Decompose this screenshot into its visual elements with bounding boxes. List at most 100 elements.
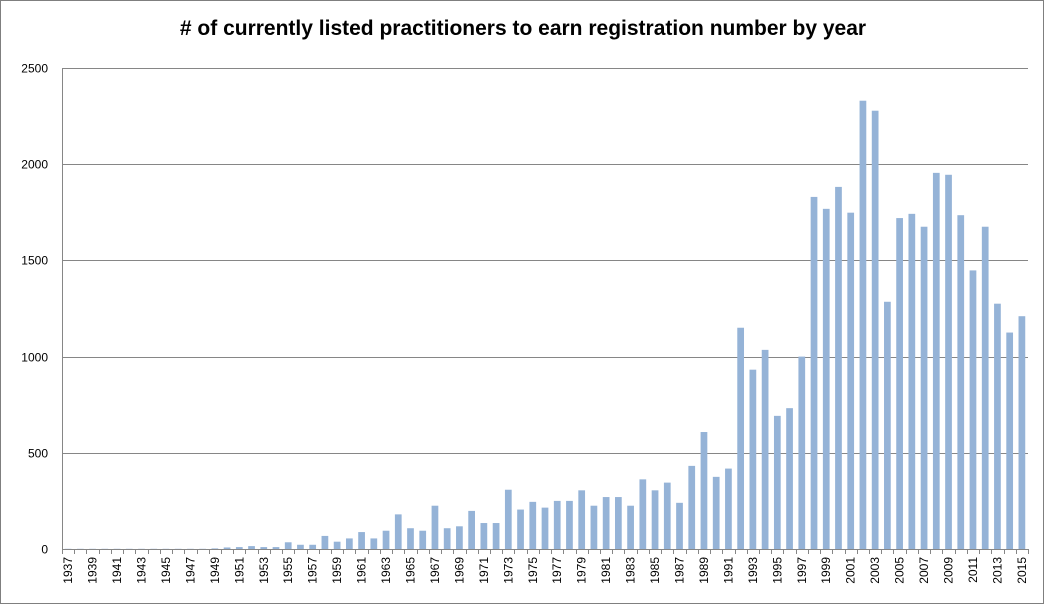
bar-1991 xyxy=(725,469,732,549)
bar-2010 xyxy=(957,215,964,549)
bar-1980 xyxy=(591,506,598,549)
bar-1960 xyxy=(346,538,353,549)
x-tick-label: 1969 xyxy=(452,557,466,584)
bar-1981 xyxy=(603,497,610,549)
bar-2006 xyxy=(908,214,915,549)
bar-1951 xyxy=(236,547,243,549)
bar-1993 xyxy=(750,370,757,549)
bar-1969 xyxy=(456,526,463,549)
bar-1998 xyxy=(811,197,818,549)
bar-1950 xyxy=(224,547,231,549)
bar-chart: 0500100015002000250019371939194119431945… xyxy=(1,1,1043,603)
bar-1962 xyxy=(370,538,377,549)
x-tick-label: 1943 xyxy=(135,557,149,584)
bar-1987 xyxy=(676,503,683,549)
bar-1994 xyxy=(762,350,769,549)
x-tick-label: 1941 xyxy=(110,557,124,584)
x-tick-label: 1987 xyxy=(673,557,687,584)
bar-1968 xyxy=(444,528,451,549)
x-tick-label: 2007 xyxy=(917,557,931,584)
bar-1961 xyxy=(358,532,365,549)
bar-1967 xyxy=(432,506,439,549)
bar-2014 xyxy=(1006,333,1013,549)
x-tick-label: 1973 xyxy=(501,557,515,584)
bar-1997 xyxy=(798,357,805,549)
bar-2011 xyxy=(970,270,977,549)
x-tick-label: 1971 xyxy=(477,557,491,584)
bar-1958 xyxy=(322,536,329,549)
bar-1992 xyxy=(737,328,744,549)
x-tick-label: 1939 xyxy=(86,557,100,584)
x-tick-label: 1955 xyxy=(281,557,295,584)
bar-2012 xyxy=(982,227,989,549)
x-tick-label: 1959 xyxy=(330,557,344,584)
bar-1966 xyxy=(419,531,426,549)
bar-1988 xyxy=(688,466,695,549)
bar-1996 xyxy=(786,408,793,549)
bar-2007 xyxy=(921,227,928,549)
bar-1977 xyxy=(554,501,561,549)
bar-1989 xyxy=(701,432,708,549)
x-tick-label: 2005 xyxy=(893,557,907,584)
bar-1973 xyxy=(505,490,512,549)
y-tick-label: 0 xyxy=(41,543,48,557)
bar-1979 xyxy=(578,490,585,549)
x-tick-label: 1949 xyxy=(208,557,222,584)
x-tick-label: 1947 xyxy=(183,557,197,584)
x-tick-label: 2001 xyxy=(844,557,858,584)
x-tick-label: 1937 xyxy=(61,557,75,584)
x-tick-label: 1957 xyxy=(306,557,320,584)
bar-1999 xyxy=(823,209,830,549)
bar-1978 xyxy=(566,501,573,549)
bar-1971 xyxy=(481,523,488,549)
x-tick-label: 1951 xyxy=(232,557,246,584)
bar-1970 xyxy=(468,511,475,549)
bar-1995 xyxy=(774,416,781,549)
x-tick-label: 1999 xyxy=(819,557,833,584)
x-tick-label: 1945 xyxy=(159,557,173,584)
y-tick-label: 500 xyxy=(28,447,48,461)
bar-1974 xyxy=(517,510,524,549)
bar-1952 xyxy=(248,546,255,549)
x-tick-label: 1995 xyxy=(770,557,784,584)
bar-1953 xyxy=(260,547,267,549)
x-tick-label: 1965 xyxy=(404,557,418,584)
bar-2009 xyxy=(945,175,952,549)
y-tick-label: 2000 xyxy=(21,158,48,172)
bar-1956 xyxy=(297,545,304,549)
bar-1959 xyxy=(334,542,341,549)
bar-1983 xyxy=(627,506,634,549)
x-tick-label: 2003 xyxy=(868,557,882,584)
bar-1986 xyxy=(664,483,671,549)
x-tick-label: 2011 xyxy=(966,557,980,583)
x-tick-label: 1967 xyxy=(428,557,442,584)
x-tick-label: 2013 xyxy=(990,557,1004,584)
bar-2001 xyxy=(847,213,854,549)
x-tick-label: 1983 xyxy=(624,557,638,584)
x-tick-label: 1979 xyxy=(575,557,589,584)
bar-1964 xyxy=(395,514,402,549)
bar-1957 xyxy=(309,545,316,549)
bar-2008 xyxy=(933,173,940,549)
x-tick-label: 1985 xyxy=(648,557,662,584)
y-tick-label: 1000 xyxy=(21,351,48,365)
x-tick-label: 1963 xyxy=(379,557,393,584)
bar-2004 xyxy=(884,302,891,549)
bar-1963 xyxy=(383,531,390,549)
bar-1990 xyxy=(713,477,720,549)
x-tick-label: 1953 xyxy=(257,557,271,584)
chart-frame: # of currently listed practitioners to e… xyxy=(0,0,1044,604)
bar-1972 xyxy=(493,523,500,549)
bar-2013 xyxy=(994,304,1001,549)
x-tick-label: 2015 xyxy=(1015,557,1029,584)
bar-1954 xyxy=(273,547,280,549)
bar-2000 xyxy=(835,187,842,549)
bar-1975 xyxy=(529,502,536,549)
bar-1985 xyxy=(652,490,659,549)
bar-2005 xyxy=(896,218,903,549)
bar-1984 xyxy=(639,479,646,549)
bar-1955 xyxy=(285,542,292,549)
x-tick-label: 1991 xyxy=(721,557,735,584)
bar-2003 xyxy=(872,111,879,549)
bar-1976 xyxy=(542,508,549,549)
